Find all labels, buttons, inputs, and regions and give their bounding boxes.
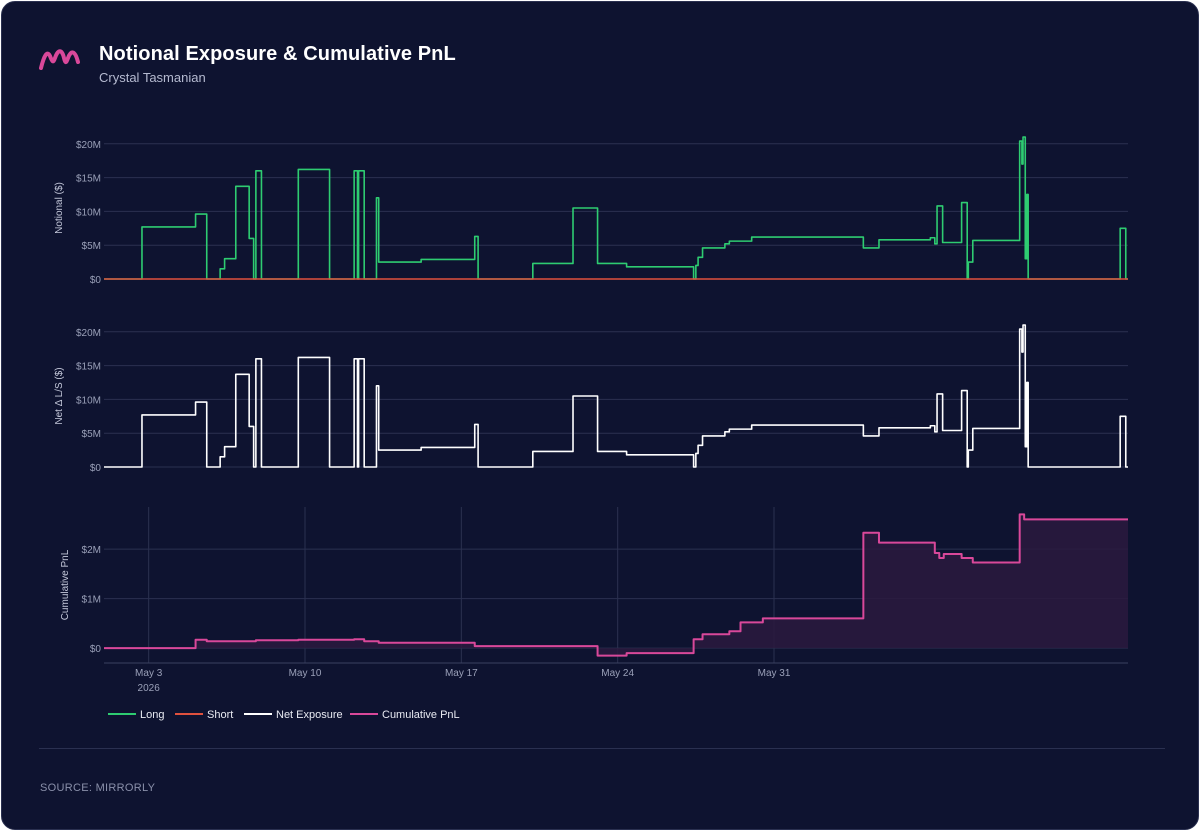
- legend-item-cumulative-pnl: Cumulative PnL: [350, 709, 460, 721]
- x-tick-label: May 31: [758, 668, 791, 679]
- y-tick-label: $5M: [82, 429, 101, 440]
- x-tick-label: May 3: [135, 668, 163, 679]
- panel-2: $0 $5M $10M $15M $20M Net Δ L/S ($): [54, 324, 1128, 474]
- footer-divider: [39, 748, 1165, 749]
- y-tick-label: $5M: [82, 241, 101, 252]
- legend-label: Short: [207, 709, 233, 721]
- y-tick-label: $1M: [82, 595, 101, 606]
- y-tick-label: $0: [90, 275, 102, 286]
- y-tick-label: $0: [90, 644, 102, 655]
- cumulative-pnl-line: [104, 513, 1128, 657]
- y-tick-label: $15M: [76, 362, 101, 373]
- x-tick-label: May 10: [289, 668, 322, 679]
- legend-item-net-exposure: Net Exposure: [244, 709, 343, 721]
- legend-label: Long: [140, 709, 164, 721]
- x-tick-label: May 17: [445, 668, 478, 679]
- net-exposure-line: [104, 324, 1128, 468]
- legend: Long Short Net Exposure Cumulative PnL: [108, 709, 460, 721]
- legend-item-long: Long: [108, 709, 164, 721]
- panel-3: $0 $1M $2M Cumulative PnL May 3 2026 May 10 May…: [60, 507, 1128, 694]
- cumulative-pnl-area: [104, 514, 1128, 656]
- y-axis-label: Cumulative PnL: [60, 549, 71, 620]
- legend-label: Cumulative PnL: [382, 709, 460, 721]
- y-tick-label: $20M: [76, 140, 101, 151]
- y-tick-label: $15M: [76, 174, 101, 185]
- x-tick-sublabel: 2026: [138, 683, 161, 694]
- y-tick-label: $2M: [82, 545, 101, 556]
- y-axis-label: Net Δ L/S ($): [54, 367, 65, 424]
- y-tick-label: $10M: [76, 395, 101, 406]
- page-title: Notional Exposure & Cumulative PnL: [99, 43, 456, 65]
- legend-item-short: Short: [175, 709, 233, 721]
- y-tick-label: $20M: [76, 328, 101, 339]
- y-tick-label: $0: [90, 463, 102, 474]
- y-tick-label: $10M: [76, 207, 101, 218]
- page-subtitle: Crystal Tasmanian: [99, 70, 206, 85]
- mirrorly-logo-icon: [39, 49, 80, 70]
- long-series-line: [104, 136, 1128, 280]
- x-tick-label: May 24: [601, 668, 634, 679]
- panel-1: $0 $5M $10M $15M $20M Notional ($): [54, 136, 1128, 286]
- source-label: SOURCE: MIRRORLY: [40, 782, 156, 794]
- legend-label: Net Exposure: [276, 709, 343, 721]
- y-axis-label: Notional ($): [54, 182, 65, 234]
